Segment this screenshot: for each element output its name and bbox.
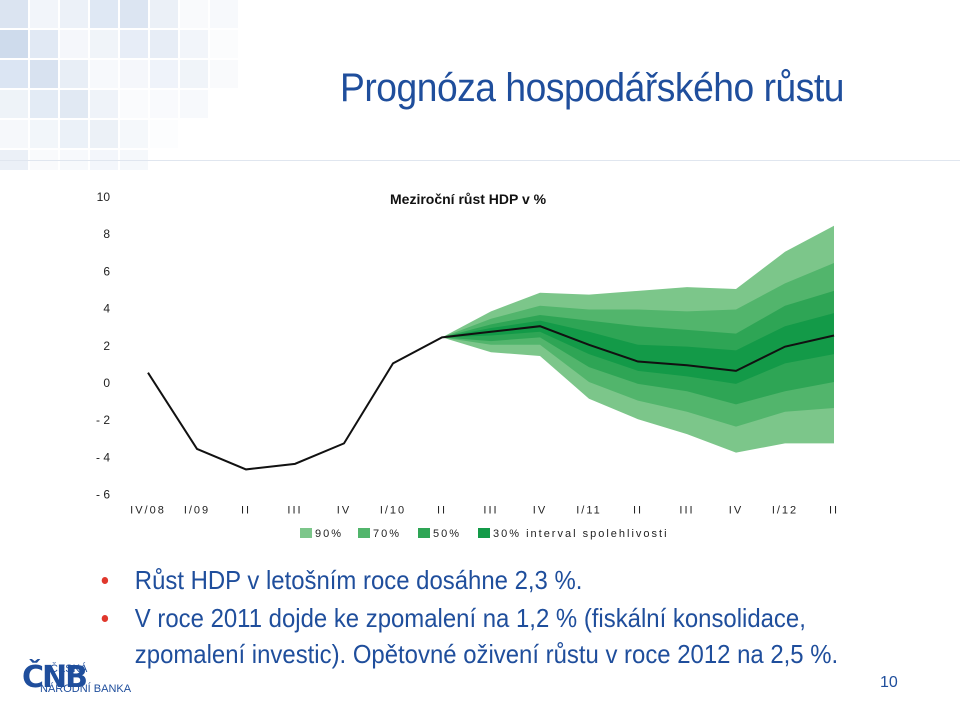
mosaic-tile <box>120 0 148 28</box>
mosaic-tile <box>90 0 118 28</box>
mosaic-tile <box>60 60 88 88</box>
title-divider <box>0 160 960 161</box>
mosaic-tile <box>180 30 208 58</box>
mosaic-tile <box>150 60 178 88</box>
legend-swatch <box>478 528 490 538</box>
x-tick-label: IV/08 <box>130 505 166 517</box>
mosaic-tile <box>0 0 28 28</box>
decorative-mosaic <box>0 0 238 170</box>
mosaic-tile <box>90 30 118 58</box>
x-tick-label: I/12 <box>772 505 798 517</box>
logo-mark: ČNB <box>22 660 88 695</box>
mosaic-tile <box>150 0 178 28</box>
legend-label: 30% interval spolehlivosti <box>493 528 669 540</box>
bullet-list: Růst HDP v letošním roce dosáhne 2,3 %. … <box>98 562 880 674</box>
legend-label: 90% <box>315 528 343 540</box>
x-tick-label: IV <box>337 505 351 517</box>
mosaic-tile <box>0 30 28 58</box>
mosaic-tile <box>0 60 28 88</box>
mosaic-tile <box>90 60 118 88</box>
x-tick-labels: IV/08 I/09 II III IV I/10 II III IV I/11 II III IV I/… <box>130 505 839 517</box>
bullet-text: V roce 2011 dojde ke zpomalení na 1,2 % … <box>134 603 839 669</box>
chart-legend: 90% 70% 50% 30% interval spolehlivosti <box>300 528 669 540</box>
mosaic-tile <box>30 60 58 88</box>
y-tick-label: 10 <box>97 190 111 204</box>
mosaic-tile <box>30 0 58 28</box>
mosaic-tile <box>180 60 208 88</box>
x-tick-label: IV <box>533 505 547 517</box>
bullet-item: Růst HDP v letošním roce dosáhne 2,3 %. <box>98 562 880 598</box>
gdp-line <box>147 325 835 471</box>
y-tick-label: - 4 <box>96 450 110 464</box>
legend-label: 50% <box>433 528 461 540</box>
chart-title: Meziroční růst HDP v % <box>390 191 547 207</box>
mosaic-tile <box>30 120 58 148</box>
legend-swatch <box>300 528 312 538</box>
mosaic-tile <box>120 90 148 118</box>
y-tick-label: 6 <box>103 264 110 278</box>
mosaic-tile <box>60 30 88 58</box>
x-tick-label: II <box>437 505 447 517</box>
mosaic-tile <box>30 30 58 58</box>
mosaic-tile <box>30 90 58 118</box>
legend-label: 70% <box>373 528 401 540</box>
y-tick-label: 8 <box>103 227 110 241</box>
mosaic-tile <box>150 90 178 118</box>
x-tick-label: I/11 <box>576 505 602 517</box>
fan-band-3 <box>442 313 834 384</box>
mosaic-tile <box>60 120 88 148</box>
mosaic-tile <box>120 120 148 148</box>
mosaic-tile <box>120 30 148 58</box>
cnb-logo: ČNB ČESKÁ NÁRODNÍ BANKA <box>22 660 142 700</box>
y-tick-label: 4 <box>103 302 110 316</box>
mosaic-tile <box>60 0 88 28</box>
mosaic-tile <box>90 90 118 118</box>
mosaic-tile <box>180 90 208 118</box>
fan-bands <box>442 225 834 453</box>
page-number: 10 <box>880 674 898 691</box>
bullet-dot <box>101 577 109 584</box>
x-tick-label: I/10 <box>380 505 406 517</box>
logo-text-line2: NÁRODNÍ BANKA <box>40 683 132 695</box>
x-tick-label: I/09 <box>184 505 210 517</box>
bullet-item: V roce 2011 dojde ke zpomalení na 1,2 % … <box>98 600 880 672</box>
x-tick-label: II <box>241 505 251 517</box>
mosaic-tile <box>0 120 28 148</box>
mosaic-tile <box>90 120 118 148</box>
mosaic-tile <box>210 30 238 58</box>
y-tick-label: 0 <box>103 376 110 390</box>
mosaic-tile <box>120 60 148 88</box>
mosaic-tile <box>0 90 28 118</box>
x-tick-label: II <box>829 505 839 517</box>
mosaic-tile <box>210 0 238 28</box>
x-tick-label: III <box>679 505 694 517</box>
bullet-text: Růst HDP v letošním roce dosáhne 2,3 %. <box>134 565 583 595</box>
x-tick-label: III <box>287 505 302 517</box>
mosaic-tile <box>150 120 178 148</box>
x-tick-label: II <box>633 505 643 517</box>
bullet-dot <box>101 615 109 622</box>
logo-text-line1: ČESKÁ <box>50 663 88 675</box>
legend-swatch <box>418 528 430 538</box>
slide-title: Prognóza hospodářského růstu <box>340 66 844 110</box>
y-tick-label: - 2 <box>96 413 110 427</box>
mosaic-tile <box>60 90 88 118</box>
y-tick-label: 2 <box>103 339 110 353</box>
y-tick-label: - 6 <box>96 488 110 502</box>
mosaic-tile <box>150 30 178 58</box>
y-tick-labels: 10 8 6 4 2 0 - 2 - 4 - 6 <box>96 190 110 502</box>
x-tick-label: IV <box>729 505 743 517</box>
x-tick-label: III <box>483 505 498 517</box>
mosaic-tile <box>210 60 238 88</box>
mosaic-tile <box>180 0 208 28</box>
legend-swatch <box>358 528 370 538</box>
